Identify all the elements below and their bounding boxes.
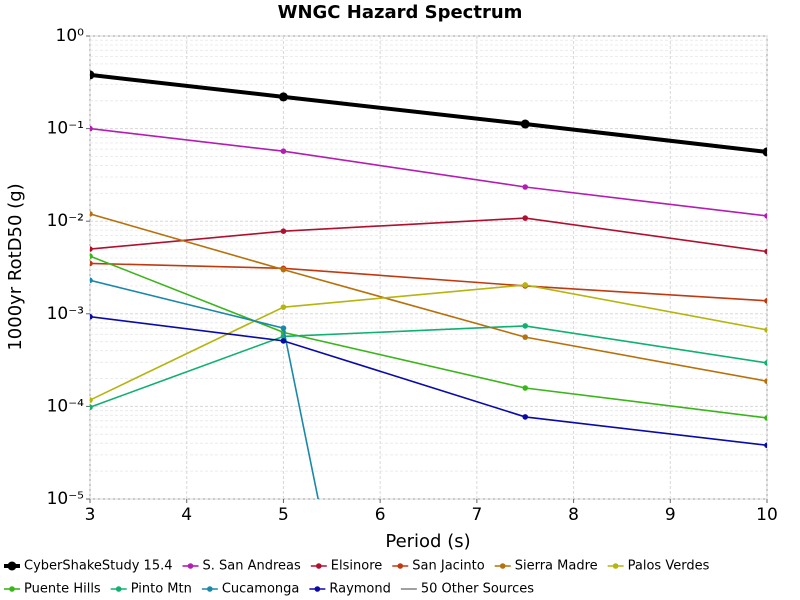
x-tick-label: 3 [85,505,96,525]
x-tick-label: 7 [471,505,482,525]
grid [89,35,768,500]
point [280,325,287,331]
legend-marker [499,563,506,569]
point [520,119,530,129]
point [280,338,287,344]
point [764,378,767,385]
point [90,277,93,284]
legend-marker [397,563,404,569]
y-tick-label: 10⁰ [56,26,85,46]
x-tick-label: 10 [756,505,778,525]
x-tick-label: 9 [665,505,676,525]
series-line [90,213,767,383]
point [90,260,93,267]
legend-marker [207,586,213,592]
y-tick-label: 10⁻⁴ [47,396,85,416]
point [522,184,529,190]
series-line [90,325,767,408]
point [764,360,767,366]
legend-marker [187,563,194,569]
legend-label: S. San Andreas [203,559,302,574]
point [764,248,767,255]
point [280,304,287,310]
point [90,70,95,80]
x-tick-label: 5 [278,505,289,525]
lines [90,70,767,499]
legend: CyberShakeStudy 15.4 S. San Andreas Elsino… [4,559,710,597]
point [522,323,529,329]
x-tick-label: 8 [568,505,579,525]
plot-area [89,35,768,500]
point [280,228,287,234]
legend-marker [9,586,15,592]
point [280,266,287,273]
series-line [90,255,767,419]
legend-label: Elsinore [331,559,382,574]
legend-marker [7,561,17,571]
point [764,298,767,304]
legend-marker [612,563,619,569]
series-line [90,315,767,447]
legend-label: 50 Other Sources [421,582,534,597]
y-axis-label: 1000yr RotD50 (g) [5,183,26,350]
point [90,313,93,320]
point [278,92,288,102]
point [90,246,93,252]
series-line [90,217,767,253]
point [522,334,529,340]
point [764,327,767,333]
chart-title: WNGC Hazard Spectrum [278,2,523,23]
x-axis-label: Period (s) [385,531,470,552]
x-tick-label: 4 [181,505,192,525]
point [764,213,767,219]
legend-label: Sierra Madre [515,559,598,574]
y-tick-label: 10⁻⁵ [47,489,84,509]
point [90,211,93,217]
series-line [90,127,767,217]
legend-marker [315,563,322,569]
point [764,442,767,449]
point [90,253,93,259]
y-tick-label: 10⁻² [47,211,84,231]
legend-label: Cucamonga [222,582,300,597]
legend-marker [115,586,122,592]
y-tick-label: 10⁻³ [47,304,84,324]
legend-marker [314,586,321,592]
point [90,125,93,132]
point [522,414,529,420]
legend-label: San Jacinto [412,559,484,574]
point [280,148,287,155]
legend-label: Pinto Mtn [131,582,192,597]
point [522,282,529,288]
x-tick-label: 6 [375,505,386,525]
legend-label: Puente Hills [24,582,101,597]
point [522,215,529,221]
series-line [90,262,767,302]
point [764,415,767,421]
series-line [90,284,767,401]
legend-label: Palos Verdes [628,559,710,574]
point [90,404,93,411]
series-line [90,72,767,154]
legend-label: CyberShakeStudy 15.4 [24,559,173,574]
y-tick-label: 10⁻¹ [47,119,84,139]
point [522,385,529,391]
legend-label: Raymond [329,582,391,597]
point [762,147,767,157]
point [90,397,93,403]
